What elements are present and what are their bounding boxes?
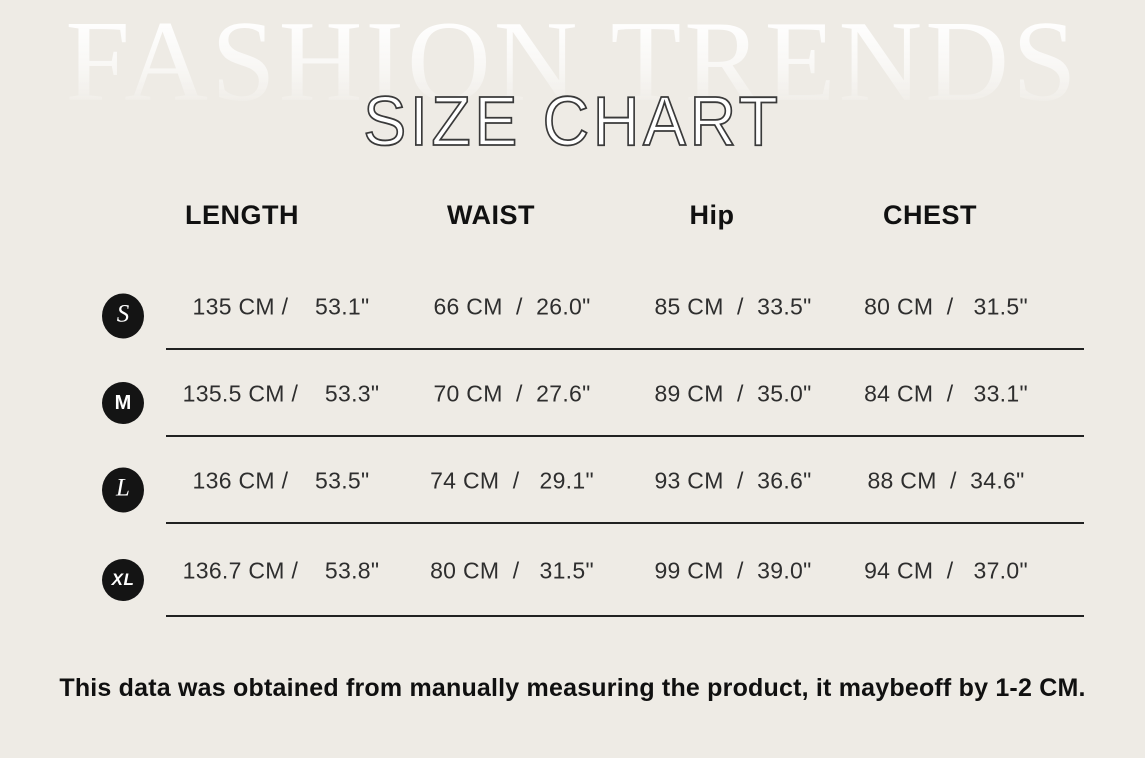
length-value: 135.5 CM / 53.3"	[182, 380, 380, 406]
waist-value: 66 CM / 26.0"	[433, 293, 591, 319]
hip-value: 85 CM / 33.5"	[654, 293, 812, 319]
hip-value: 99 CM / 39.0"	[654, 557, 812, 583]
chest-value: 94 CM / 37.0"	[864, 557, 1028, 583]
chest-value: 84 CM / 33.1"	[864, 380, 1028, 406]
table-row: XL 136.7 CM / 53.8" 80 CM / 31.5" 99 CM …	[0, 524, 1145, 617]
waist-value: 70 CM / 27.6"	[433, 380, 591, 406]
waist-value: 80 CM / 31.5"	[430, 557, 594, 583]
size-badge-icon: M	[102, 381, 144, 424]
row-divider	[166, 348, 1084, 350]
title-container: SIZE CHART	[0, 82, 1145, 160]
length-value: 136 CM / 53.5"	[192, 467, 370, 493]
column-header-length: LENGTH	[185, 199, 299, 230]
size-badge-icon: L	[102, 467, 144, 512]
column-header-chest: CHEST	[882, 199, 978, 230]
size-badge-icon: S	[102, 293, 144, 338]
table-row: L 136 CM / 53.5" 74 CM / 29.1" 93 CM / 3…	[0, 437, 1145, 524]
column-header-hip: Hip	[689, 199, 735, 230]
length-value: 136.7 CM / 53.8"	[182, 557, 380, 583]
table-row: S 135 CM / 53.1" 66 CM / 26.0" 85 CM / 3…	[0, 263, 1145, 350]
table-header-row: LENGTH WAIST Hip CHEST	[0, 190, 1145, 240]
table-body: S 135 CM / 53.1" 66 CM / 26.0" 85 CM / 3…	[0, 263, 1145, 617]
row-divider	[166, 435, 1084, 437]
length-value: 135 CM / 53.1"	[192, 293, 370, 319]
hip-value: 89 CM / 35.0"	[654, 380, 812, 406]
chest-value: 80 CM / 31.5"	[864, 293, 1028, 319]
row-divider	[166, 615, 1084, 617]
table-row: M 135.5 CM / 53.3" 70 CM / 27.6" 89 CM /…	[0, 350, 1145, 437]
waist-value: 74 CM / 29.1"	[430, 467, 594, 493]
chest-value: 88 CM / 34.6"	[867, 467, 1025, 493]
row-divider	[166, 522, 1084, 524]
disclaimer-text: This data was obtained from manually mea…	[59, 674, 1086, 702]
hip-value: 93 CM / 36.6"	[654, 467, 812, 493]
size-badge-icon: XL	[102, 558, 144, 601]
page-title: SIZE CHART	[362, 82, 782, 160]
column-header-waist: WAIST	[447, 199, 535, 230]
